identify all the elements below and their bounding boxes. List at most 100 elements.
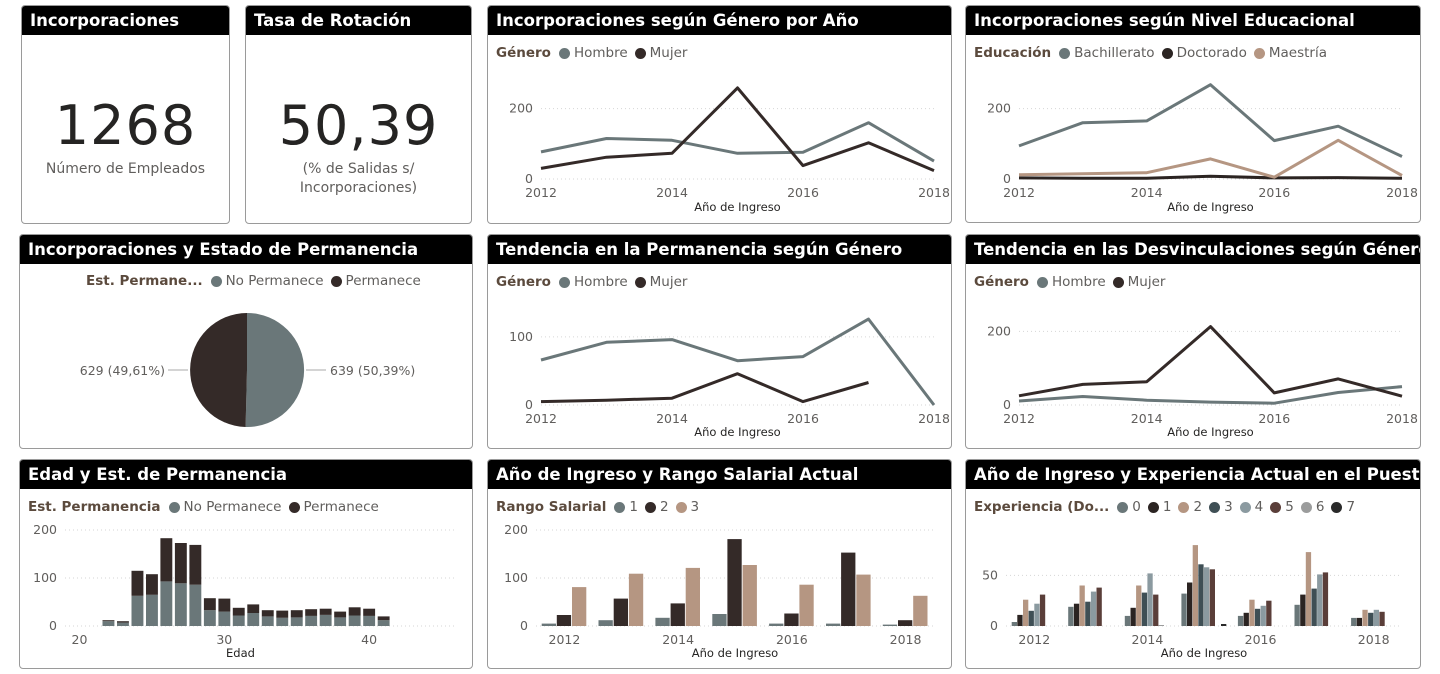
legend-label: 1: [629, 499, 638, 515]
legend-item-0[interactable]: 0: [1117, 499, 1141, 515]
chart-card-tendencia-permanencia[interactable]: Tendencia en la Permanencia según Género…: [487, 234, 952, 449]
legend: Género Hombre Mujer: [496, 272, 694, 292]
legend-item-bachillerato[interactable]: Bachillerato: [1059, 45, 1155, 61]
bar: [1204, 567, 1210, 626]
bar: [1158, 625, 1164, 626]
chart-card-estado-permanencia[interactable]: Incorporaciones y Estado de Permanencia …: [19, 234, 473, 449]
legend-marker: [1270, 501, 1282, 513]
bar: [1039, 594, 1046, 626]
bar-segment: [160, 538, 173, 582]
legend-marker: [168, 501, 180, 513]
line-chart[interactable]: 0 200 2012 2014 2016 2018 Año de Ingreso: [966, 6, 1421, 223]
bar-segment: [131, 570, 144, 596]
bar: [685, 567, 700, 626]
bar-segment: [102, 620, 115, 622]
legend-title: Género: [496, 274, 551, 290]
bar: [1124, 615, 1131, 626]
legend-item-3[interactable]: 3: [1209, 499, 1233, 515]
legend-item-no-permanece[interactable]: No Permanece: [168, 499, 282, 515]
y-tick-label: 0: [49, 618, 57, 633]
bar: [1085, 601, 1091, 626]
bar: [1079, 585, 1085, 626]
legend-marker: [1178, 501, 1190, 513]
legend-item-7[interactable]: 7: [1331, 499, 1355, 515]
legend-item-permanece[interactable]: Permanece: [330, 273, 421, 289]
legend-item-5[interactable]: 5: [1270, 499, 1294, 515]
legend-item-6[interactable]: 6: [1300, 499, 1324, 515]
legend-item-1[interactable]: 1: [614, 499, 638, 515]
bar: [727, 539, 742, 626]
series-line-mujer: [540, 372, 869, 404]
clustered-bar-chart[interactable]: 0 100 200 2012 2014 2016 2018 Año de Ingreso: [488, 460, 952, 669]
legend-item-2[interactable]: 2: [1178, 499, 1202, 515]
x-axis-label: Año de Ingreso: [1167, 425, 1253, 439]
legend-marker: [1112, 276, 1124, 288]
x-tick-label: 30: [216, 632, 232, 647]
legend-item-mujer[interactable]: Mujer: [1112, 274, 1165, 290]
x-axis-label: Año de Ingreso: [1161, 646, 1247, 660]
x-tick-label: 2014: [656, 411, 688, 426]
bar-segment: [203, 610, 216, 626]
y-tick-label: 0: [520, 618, 528, 633]
bar: [572, 587, 587, 626]
bar-segment: [203, 598, 216, 611]
legend-label: 3: [690, 499, 700, 515]
legend-item-1[interactable]: 1: [1147, 499, 1171, 515]
x-tick-label: 2018: [1386, 185, 1418, 200]
bar: [1034, 603, 1040, 626]
legend-marker: [558, 276, 570, 288]
bar-segment: [218, 598, 231, 612]
y-tick-label: 200: [987, 323, 1011, 338]
bar: [1243, 612, 1249, 626]
bar: [1141, 592, 1148, 626]
x-axis-label: Año de Ingreso: [692, 646, 778, 660]
legend-item-doctorado[interactable]: Doctorado: [1161, 45, 1247, 61]
legend-item-hombre[interactable]: Hombre: [558, 274, 628, 290]
stacked-bar-chart[interactable]: 0 100 200 20 30 40 Edad: [20, 460, 473, 669]
legend-label: 4: [1254, 499, 1264, 515]
chart-card-nivel-educacional[interactable]: Incorporaciones según Nivel Educacional …: [965, 5, 1421, 223]
line-chart[interactable]: 0 200 2012 2014 2016 2018 Año de Ingreso: [488, 6, 952, 224]
bar-segment: [261, 610, 274, 617]
kpi-value: 50,39: [278, 94, 439, 157]
legend-item-permanece[interactable]: Permanece: [288, 499, 379, 515]
legend-item-mujer[interactable]: Mujer: [634, 274, 687, 290]
bar: [742, 565, 757, 626]
legend-marker: [614, 501, 626, 513]
bar: [799, 584, 814, 626]
chart-card-edad-permanencia[interactable]: Edad y Est. de Permanencia Est. Permanen…: [19, 459, 473, 669]
line-chart[interactable]: 0 200 2012 2014 2016 2018 Año de Ingreso: [966, 235, 1421, 449]
legend-marker: [1331, 501, 1343, 513]
x-tick-label: 2012: [525, 411, 557, 426]
legend-marker: [675, 501, 687, 513]
x-tick-label: 2016: [1258, 185, 1290, 200]
bar: [655, 617, 670, 626]
legend-item-hombre[interactable]: Hombre: [558, 45, 628, 61]
legend-item-3[interactable]: 3: [675, 499, 700, 515]
series-line-bachillerato: [1018, 83, 1403, 158]
bar: [1260, 605, 1266, 626]
legend-item-2[interactable]: 2: [644, 499, 669, 515]
chart-card-rango-salarial[interactable]: Año de Ingreso y Rango Salarial Actual R…: [487, 459, 952, 669]
y-tick-label: 200: [987, 101, 1011, 116]
bar: [1266, 600, 1272, 626]
legend-item-4[interactable]: 4: [1239, 499, 1264, 515]
bar-segment: [232, 607, 245, 616]
legend-item-maestria[interactable]: Maestría: [1253, 45, 1327, 61]
legend-item-hombre[interactable]: Hombre: [1036, 274, 1106, 290]
bar: [1294, 604, 1300, 626]
pie-chart[interactable]: 629 (49,61%) 639 (50,39%): [20, 235, 473, 449]
chart-card-genero-anio[interactable]: Incorporaciones según Género por Año Gén…: [487, 5, 952, 224]
chart-card-tendencia-desvinculaciones[interactable]: Tendencia en las Desvinculaciones según …: [965, 234, 1421, 449]
chart-card-experiencia-puesto[interactable]: Año de Ingreso y Experiencia Actual en e…: [965, 459, 1421, 669]
line-chart[interactable]: 0 100 2012 2014 2016 2018 Año de Ingreso: [488, 235, 952, 449]
card-title: Año de Ingreso y Experiencia Actual en e…: [966, 460, 1420, 489]
y-tick-label: 100: [509, 329, 533, 344]
bar: [1136, 585, 1142, 626]
bar: [1356, 617, 1362, 626]
legend: Rango Salarial 1 2 3: [496, 497, 706, 517]
series-line-mujer: [1018, 325, 1403, 398]
legend-item-no-permanece[interactable]: No Permanece: [210, 273, 324, 289]
legend-item-mujer[interactable]: Mujer: [634, 45, 687, 61]
